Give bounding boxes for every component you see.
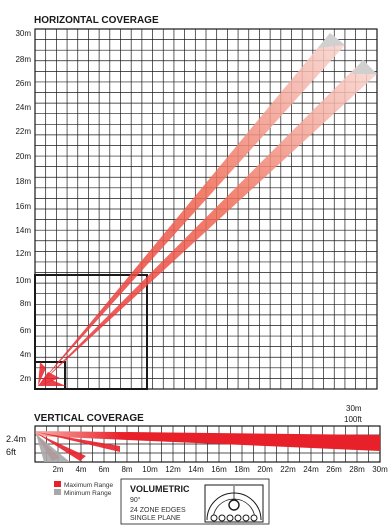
x-tick-label: 4m [75, 465, 86, 474]
y-tick-label: 8m [20, 299, 31, 308]
zone-box-10m [34, 274, 148, 390]
y-tick-label: 28m [15, 55, 31, 64]
x-tick-label: 24m [303, 465, 319, 474]
legend-min-swatch [54, 489, 61, 495]
mount-height-label-m: 2.4m [6, 434, 26, 444]
vertical-beams [36, 431, 380, 462]
x-tick-label: 10m [142, 465, 158, 474]
x-tick-label: 14m [188, 465, 204, 474]
y-tick-label: 12m [15, 249, 31, 258]
lens-line1: 24 ZONE EDGES [130, 507, 186, 514]
y-tick-label: 6m [20, 326, 31, 335]
y-tick-label: 26m [15, 79, 31, 88]
vertical-beam-3 [36, 433, 86, 461]
y-tick-label: 2m [20, 374, 31, 383]
lens-line2: SINGLE PLANE [130, 515, 181, 522]
horizontal-coverage-title: HORIZONTAL COVERAGE [34, 15, 159, 26]
y-tick-label: 18m [15, 177, 31, 186]
horizontal-beam-2 [38, 60, 377, 386]
vertical-max-beam [36, 431, 380, 451]
lens-angle: 90° [130, 496, 141, 504]
x-tick-label: 2m [52, 465, 63, 474]
legend-min-label: Minimum Range [64, 490, 112, 497]
horizontal-beam-1 [38, 33, 345, 386]
horizontal-grid [34, 28, 378, 390]
lens-icon [204, 484, 264, 523]
x-tick-label: 18m [234, 465, 250, 474]
near-beam-1 [38, 372, 60, 386]
x-tick-label: 16m [211, 465, 227, 474]
zone-box-2m [34, 361, 66, 390]
vertical-x-axis-labels: 2m 4m 6m 8m 10m 12m 14m 16m 18m 20m 22m 24m 26m 28m 30… [52, 465, 388, 474]
lens-title: VOLUMETRIC [130, 484, 190, 494]
y-tick-label: 24m [15, 103, 31, 112]
vertical-coverage-title: VERTICAL COVERAGE [34, 413, 144, 424]
vertical-range-label-ft: 100ft [344, 415, 363, 424]
vertical-range-label-m: 30m [346, 404, 362, 413]
mount-height-label-ft: 6ft [6, 447, 17, 457]
legend-max-swatch [54, 481, 61, 487]
near-beam-2 [38, 380, 66, 386]
horizontal-beams [38, 33, 377, 386]
beam-end-2 [352, 60, 377, 74]
legend-max-label: Maximum Range [64, 482, 114, 489]
x-tick-label: 22m [280, 465, 296, 474]
x-tick-label: 20m [257, 465, 273, 474]
x-tick-label: 12m [165, 465, 181, 474]
near-beam-3 [38, 362, 46, 386]
y-tick-label: 16m [15, 202, 31, 211]
x-tick-label: 8m [121, 465, 132, 474]
x-tick-label: 28m [349, 465, 365, 474]
y-tick-label: 30m [15, 29, 31, 38]
horizontal-y-axis-labels: 2m 4m 6m 8m 10m 12m 14m 16m 18m 20m 22m 24m 26m 28m 30… [15, 29, 31, 383]
y-tick-label: 22m [15, 127, 31, 136]
x-tick-label: 30m [372, 465, 388, 474]
y-tick-label: 10m [15, 276, 31, 285]
y-tick-label: 4m [20, 350, 31, 359]
x-tick-label: 26m [326, 465, 342, 474]
y-tick-label: 20m [15, 152, 31, 161]
x-tick-label: 6m [98, 465, 109, 474]
y-tick-label: 14m [15, 226, 31, 235]
vertical-beam-2 [36, 432, 120, 452]
beam-end-1 [318, 33, 345, 48]
vertical-min-beam [36, 434, 70, 462]
